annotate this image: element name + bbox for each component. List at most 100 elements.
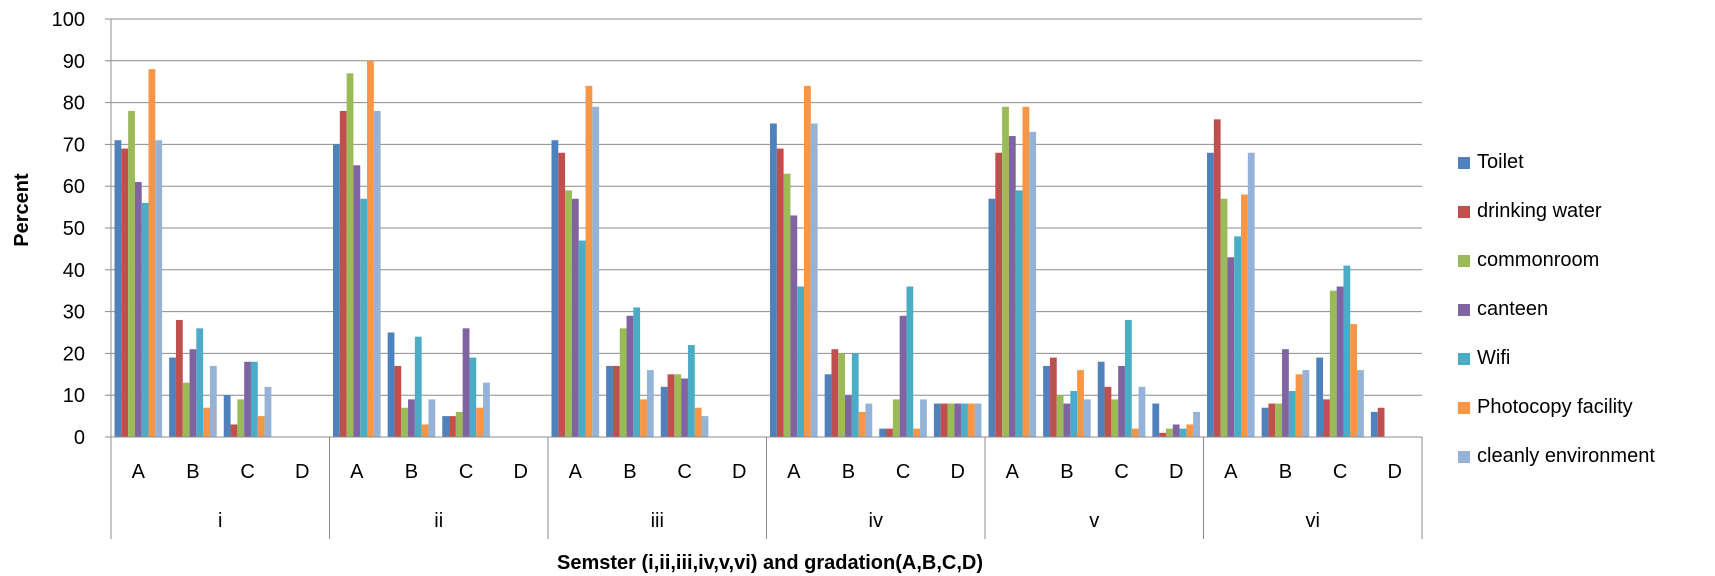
bar-photocopy-facility-iv-B [858,411,866,437]
bar-canteen-iii-A [571,198,579,437]
legend-item-toilet: Toilet [1458,138,1708,187]
group-label: ii [434,510,443,532]
legend-swatch [1458,450,1470,463]
legend-swatch [1458,205,1470,218]
bar-photocopy-facility-vi-A [1241,194,1248,437]
bar-commonroom-iii-B [619,328,627,437]
x-axis-title: Semster (i,ii,iii,iv,v,vi) and gradation… [557,552,983,574]
subcategory-label: C [1333,461,1347,483]
group-label: i [218,510,222,532]
bar-cleanly-environment-iii-A [592,106,600,437]
y-tick-label: 50 [63,218,85,240]
bar-cleanly-environment-vi-C [1357,370,1364,437]
bars [114,60,1385,438]
bar-canteen-iv-D [954,403,962,437]
y-tick-label: 100 [52,9,85,31]
bar-toilet-iv-C [879,428,887,437]
bar-photocopy-facility-v-D [1186,424,1194,437]
y-tick-label: 60 [63,176,85,198]
y-tick-label: 40 [63,260,85,282]
bar-wifi-vi-C [1343,265,1351,437]
subcategory-label: C [240,461,254,483]
subcategory-label: B [1279,461,1292,483]
bar-drinking-water-i-C [230,424,238,437]
bar-commonroom-i-A [128,110,135,438]
bar-cleanly-environment-v-D [1193,411,1200,437]
bar-cleanly-environment-v-A [1029,131,1037,438]
bar-commonroom-v-B [1056,395,1064,437]
group-label: v [1089,510,1099,532]
bar-canteen-ii-C [462,328,470,437]
legend-swatch [1458,401,1470,414]
bar-toilet-ii-B [387,332,395,437]
bar-wifi-iii-C [687,345,695,437]
bar-photocopy-facility-iv-D [967,403,975,437]
bar-toilet-iv-D [933,403,941,437]
bar-drinking-water-v-D [1159,432,1166,437]
legend-item-cleanly-environment: cleanly environment [1458,432,1708,481]
bar-canteen-ii-A [353,165,361,438]
bar-canteen-i-B [189,349,197,437]
bar-toilet-vi-A [1207,152,1214,437]
bar-drinking-water-i-A [121,148,129,437]
bar-drinking-water-ii-C [449,416,456,437]
bar-commonroom-iv-A [783,173,791,437]
bar-drinking-water-iv-C [886,428,893,437]
subcategory-label: B [623,461,636,483]
bar-commonroom-v-C [1111,399,1119,437]
subcategory-label: B [842,461,855,483]
subcategory-label: D [1387,461,1401,483]
subcategory-label: D [1169,461,1183,483]
bar-canteen-iv-B [845,395,852,437]
subcategory-label: A [787,461,801,483]
bar-cleanly-environment-iv-D [974,403,982,437]
bar-photocopy-facility-i-B [203,407,210,437]
bar-commonroom-ii-C [455,411,463,437]
legend-label: cleanly environment [1477,445,1655,467]
bar-cleanly-environment-ii-C [483,382,490,437]
bar-wifi-v-D [1179,428,1187,437]
bar-canteen-iii-B [626,315,634,437]
bar-commonroom-iii-A [565,190,572,437]
bar-commonroom-iv-C [892,399,900,437]
group-label: iv [869,510,883,532]
bar-toilet-vi-B [1261,407,1269,437]
bar-drinking-water-v-C [1104,386,1112,437]
bar-photocopy-facility-ii-A [367,60,374,438]
bar-toilet-ii-C [442,416,450,437]
chart-legend: Toilet drinking water commonroom canteen Wif… [1458,138,1708,481]
subcategory-label: C [896,461,910,483]
bar-commonroom-i-C [237,399,245,437]
bar-drinking-water-vi-A [1213,119,1221,437]
bar-wifi-iii-A [578,240,586,437]
legend-label: Toilet [1477,151,1524,173]
subcategory-label: C [677,461,691,483]
bar-toilet-iii-C [660,386,668,437]
bar-toilet-v-B [1043,365,1050,437]
bar-toilet-iii-B [606,365,613,437]
legend-item-commonroom: commonroom [1458,236,1708,285]
legend-swatch [1458,303,1470,316]
bar-wifi-i-A [141,202,149,437]
y-tick-label: 80 [63,93,85,115]
gridlines [111,18,1422,438]
bar-drinking-water-iv-A [776,148,784,437]
bar-toilet-i-B [169,357,176,437]
bar-wifi-iii-B [633,307,641,437]
bar-drinking-water-iii-B [612,365,620,437]
y-axis-title: Percent [11,173,33,247]
bar-canteen-iv-A [790,215,798,437]
subcategory-label: A [1224,461,1238,483]
axes [105,18,1423,539]
bar-wifi-v-A [1015,190,1023,437]
bar-wifi-v-C [1124,319,1132,437]
bar-drinking-water-ii-B [394,365,402,437]
bar-photocopy-facility-ii-B [421,424,429,437]
bar-wifi-ii-A [360,198,368,437]
bar-drinking-water-vi-D [1377,407,1385,437]
legend-item-drinking-water: drinking water [1458,187,1708,236]
bar-wifi-i-B [196,328,204,437]
bar-cleanly-environment-i-B [209,365,217,437]
